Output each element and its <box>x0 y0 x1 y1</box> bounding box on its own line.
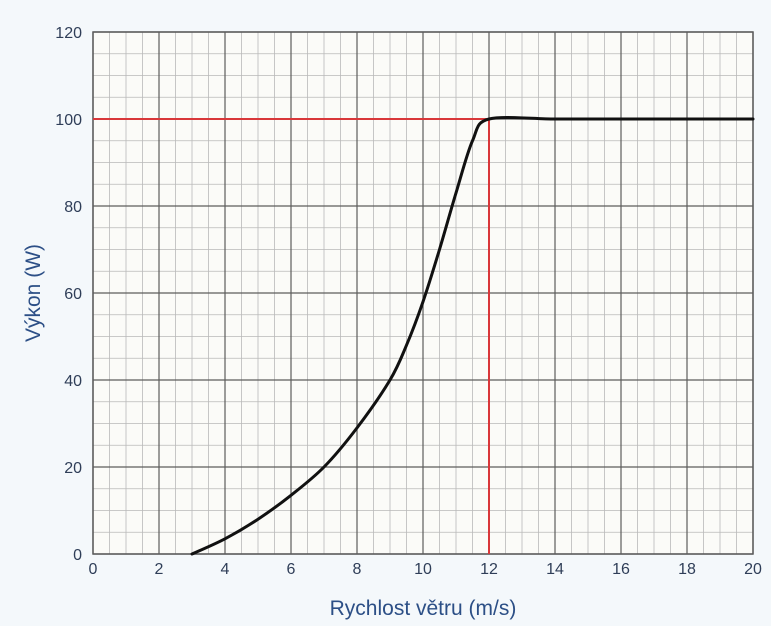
y-tick-label: 120 <box>55 25 82 42</box>
y-tick-label: 100 <box>55 112 82 129</box>
x-tick-label: 2 <box>155 561 164 578</box>
series-layer <box>190 115 755 556</box>
power-curve-line <box>190 115 755 556</box>
x-tick-label: 0 <box>89 561 98 578</box>
x-tick-label: 8 <box>353 561 362 578</box>
y-tick-labels: 0 20 40 60 80 100 120 <box>55 25 82 564</box>
x-tick-label: 18 <box>678 561 696 578</box>
x-tick-label: 20 <box>744 561 762 578</box>
y-tick-label: 80 <box>64 199 82 216</box>
x-tick-label: 12 <box>480 561 498 578</box>
y-tick-label: 60 <box>64 286 82 303</box>
y-tick-label: 40 <box>64 373 82 390</box>
x-tick-label: 6 <box>287 561 296 578</box>
reference-lines <box>93 118 490 554</box>
plot-frame <box>92 31 754 555</box>
x-tick-label: 10 <box>414 561 432 578</box>
y-tick-label: 0 <box>73 547 82 564</box>
y-axis-title: Výkon (W) <box>22 244 45 342</box>
x-tick-label: 16 <box>612 561 630 578</box>
x-axis-title: Rychlost větru (m/s) <box>330 597 517 620</box>
x-tick-label: 4 <box>221 561 230 578</box>
x-tick-labels: 0 2 4 6 8 10 12 14 16 18 20 <box>89 561 762 578</box>
y-tick-label: 20 <box>64 460 82 477</box>
x-tick-label: 14 <box>546 561 564 578</box>
